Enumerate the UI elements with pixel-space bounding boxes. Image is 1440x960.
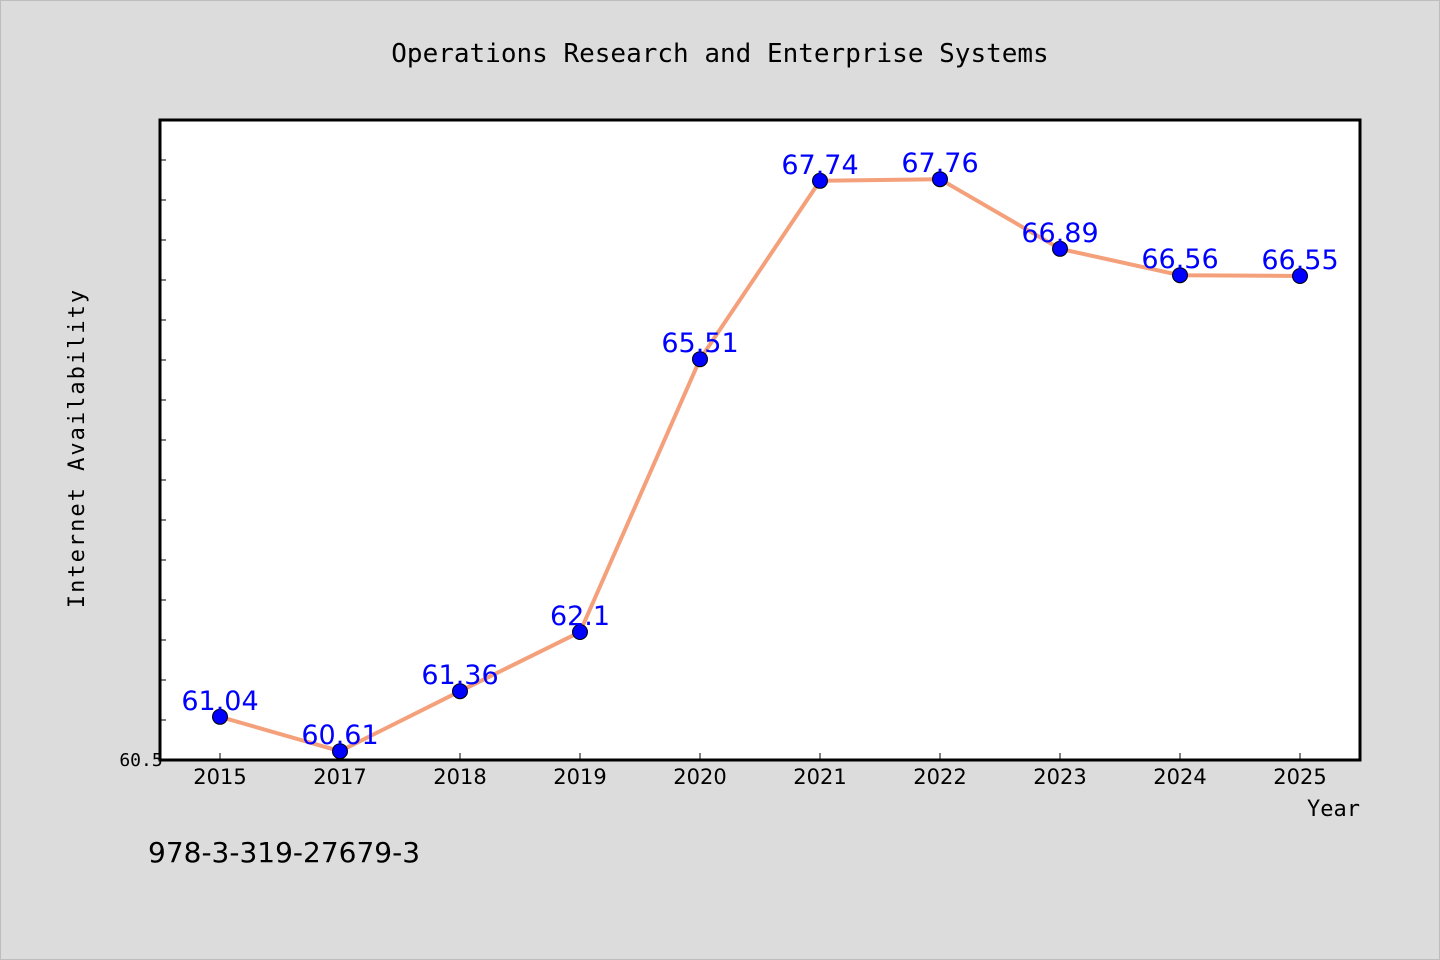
- x-tick-label: 2015: [193, 765, 246, 789]
- data-value-label: 62.1: [550, 601, 610, 632]
- y-tick-label: 60.5: [119, 750, 162, 771]
- x-tick-label: 2020: [673, 765, 726, 789]
- data-value-label: 65.51: [661, 328, 738, 359]
- data-point-marker: [692, 351, 708, 368]
- data-point-marker: [452, 683, 468, 700]
- x-tick-label: 2019: [553, 765, 606, 789]
- data-value-label: 66.56: [1141, 244, 1218, 275]
- x-tick-label: 2021: [793, 765, 846, 789]
- data-value-label: 66.89: [1021, 218, 1098, 249]
- x-tick-label: 2023: [1033, 765, 1086, 789]
- y-axis-ticks: [160, 119, 166, 761]
- data-point-marker: [1052, 240, 1068, 257]
- series-line: [219, 177, 1301, 754]
- x-tick-label: 2022: [913, 765, 966, 789]
- plot-area: [158, 118, 1362, 762]
- isbn-text: 978-3-319-27679-3: [148, 836, 420, 869]
- y-axis-label: Internet Availability: [65, 288, 90, 608]
- data-point-marker: [1172, 267, 1188, 284]
- x-axis-label: Year: [1307, 797, 1360, 822]
- data-value-label: 67.74: [781, 150, 858, 181]
- data-value-label: 67.76: [901, 148, 978, 179]
- data-value-label: 60.61: [301, 720, 378, 751]
- chart-title: Operations Research and Enterprise Syste…: [391, 39, 1048, 69]
- data-point-marker: [932, 171, 948, 188]
- data-point-marker: [1292, 268, 1308, 284]
- x-axis-ticks: 2015 2017 2018 2019 2020 2021 2022 2023 2024 2025: [193, 753, 1327, 789]
- data-point-marker: [812, 172, 828, 189]
- x-tick-label: 2018: [433, 765, 486, 789]
- data-point-marker: [212, 708, 228, 725]
- data-value-label: 61.04: [181, 686, 258, 717]
- x-tick-label: 2024: [1153, 765, 1206, 789]
- data-points: 61.04 60.61 61.36 62.1 65.51 67.74 67.76 66.89 6…: [181, 148, 1339, 760]
- data-point-marker: [572, 624, 588, 640]
- data-value-label: 61.36: [421, 660, 498, 691]
- data-value-label: 66.55: [1261, 245, 1338, 276]
- data-point-marker: [332, 743, 348, 760]
- x-tick-label: 2017: [313, 765, 366, 789]
- x-tick-label: 2025: [1273, 765, 1326, 789]
